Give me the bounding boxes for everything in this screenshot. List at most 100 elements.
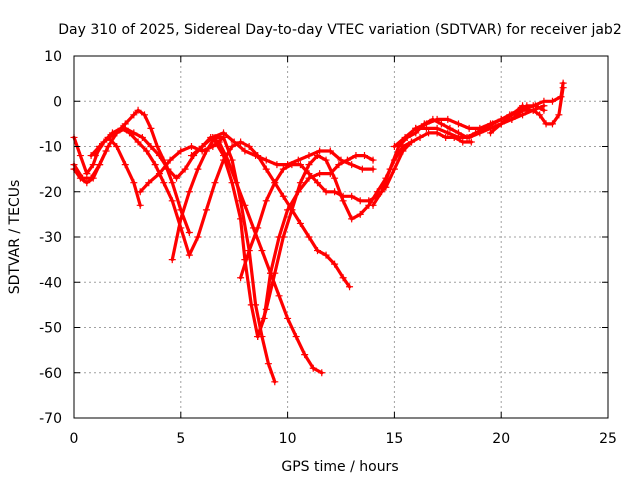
y-tick-label: -20 [39, 185, 62, 201]
data-point [444, 129, 452, 137]
data-point [187, 143, 195, 150]
data-point [536, 111, 544, 119]
data-point [369, 156, 377, 164]
data-point [254, 224, 262, 232]
data-point [412, 124, 420, 132]
data-point [279, 192, 287, 200]
data-point [416, 133, 424, 141]
data-point [292, 333, 300, 341]
data-point [348, 161, 356, 169]
data-point [113, 143, 121, 150]
data-point [134, 106, 142, 114]
data-point [108, 129, 116, 137]
data-point [529, 102, 537, 110]
data-point [348, 215, 356, 223]
axis-ticks: 0 5 10 15 20 25 10 0 -10 -20 -30 -40 -50 -60 -70 [39, 49, 617, 447]
data-point [168, 256, 176, 264]
data-point [305, 233, 313, 241]
y-tick-label: -70 [39, 411, 62, 427]
data-point [442, 133, 450, 141]
chart-title: Day 310 of 2025, Sidereal Day-to-day VTE… [58, 22, 621, 38]
data-point [194, 165, 202, 173]
data-point [331, 260, 339, 268]
data-point [117, 124, 125, 132]
data-point [360, 152, 368, 160]
x-tick-label: 15 [385, 431, 403, 447]
data-point [126, 129, 134, 137]
data-point [262, 156, 270, 164]
series-track-11 [189, 131, 375, 171]
data-point [83, 170, 91, 178]
x-tick-label: 0 [70, 431, 79, 447]
data-point [378, 188, 386, 196]
data-point [177, 147, 185, 155]
data-point [305, 170, 313, 178]
data-point [91, 152, 99, 160]
data-point [104, 143, 112, 150]
data-point [237, 138, 245, 146]
data-point [273, 161, 281, 169]
data-point [433, 124, 441, 132]
x-tick-label: 5 [176, 431, 185, 447]
data-point [264, 360, 272, 368]
data-point [542, 120, 550, 128]
data-point [220, 152, 228, 160]
x-tick-label: 20 [492, 431, 510, 447]
data-point [497, 115, 505, 123]
data-point [444, 115, 452, 123]
data-point [407, 138, 415, 146]
x-axis-label: GPS time / hours [281, 459, 398, 475]
data-point [337, 156, 345, 164]
data-point [254, 333, 262, 341]
data-point [305, 152, 313, 160]
data-point [136, 201, 144, 209]
data-point [89, 174, 97, 182]
data-point [369, 165, 377, 173]
data-point [487, 129, 495, 137]
data-point [130, 111, 138, 119]
data-series [70, 79, 567, 386]
data-point [147, 143, 155, 150]
y-tick-label: 0 [53, 94, 62, 110]
data-point [262, 305, 270, 313]
data-point [258, 247, 266, 255]
data-point [331, 174, 339, 182]
data-point [202, 206, 210, 214]
data-point [314, 179, 322, 187]
data-point [237, 274, 245, 282]
data-point [168, 197, 176, 205]
data-point [241, 147, 249, 155]
data-point [245, 247, 253, 255]
data-point [508, 111, 516, 119]
data-point [275, 292, 283, 300]
data-point [134, 138, 142, 146]
y-tick-label: -60 [39, 366, 62, 382]
data-point [476, 124, 484, 132]
data-point [386, 165, 394, 173]
data-point [433, 115, 441, 123]
data-point [309, 364, 317, 372]
data-point [487, 120, 495, 128]
data-point [390, 143, 398, 150]
data-point [194, 233, 202, 241]
data-point [401, 133, 409, 141]
data-point [147, 124, 155, 132]
series-track-14 [488, 86, 565, 135]
data-point [136, 188, 144, 196]
data-point [301, 351, 309, 359]
data-point [465, 133, 473, 141]
data-point [96, 161, 104, 169]
data-point [247, 301, 255, 309]
data-point [326, 147, 334, 155]
data-point [151, 161, 159, 169]
data-point [187, 152, 195, 160]
data-point [228, 156, 236, 164]
data-point [262, 197, 270, 205]
data-point [102, 147, 110, 155]
data-point [76, 174, 84, 182]
data-point [358, 165, 366, 173]
data-point [314, 247, 322, 255]
data-point [305, 161, 313, 169]
data-point [548, 97, 556, 105]
